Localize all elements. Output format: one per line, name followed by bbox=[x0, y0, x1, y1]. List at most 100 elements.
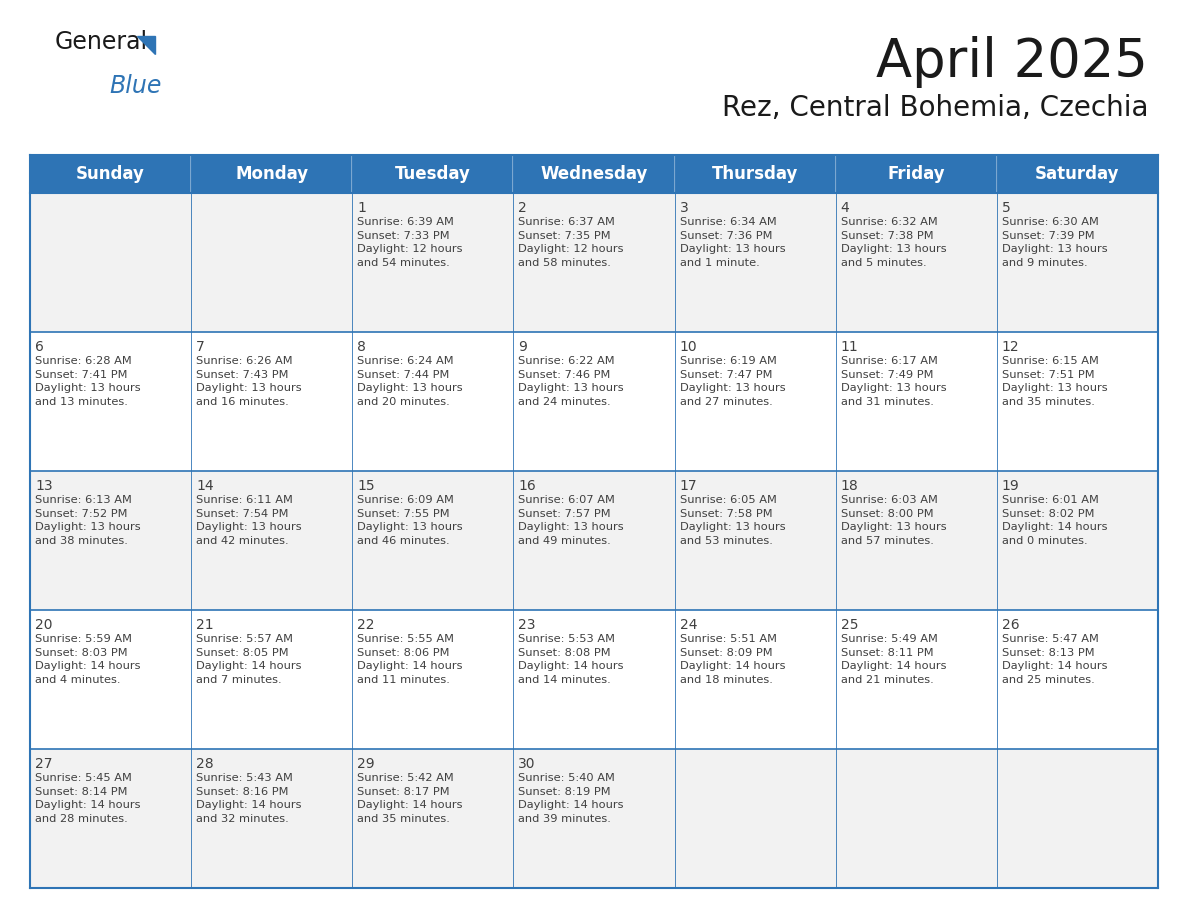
Text: 23: 23 bbox=[518, 618, 536, 632]
Bar bbox=[835, 193, 997, 332]
Text: 8: 8 bbox=[358, 340, 366, 354]
Text: 1: 1 bbox=[358, 201, 366, 215]
Text: Sunrise: 6:03 AM
Sunset: 8:00 PM
Daylight: 13 hours
and 57 minutes.: Sunrise: 6:03 AM Sunset: 8:00 PM Dayligh… bbox=[841, 495, 947, 546]
Text: Sunrise: 6:32 AM
Sunset: 7:38 PM
Daylight: 13 hours
and 5 minutes.: Sunrise: 6:32 AM Sunset: 7:38 PM Dayligh… bbox=[841, 217, 947, 268]
Text: 3: 3 bbox=[680, 201, 688, 215]
Text: Monday: Monday bbox=[235, 165, 308, 183]
Text: 19: 19 bbox=[1001, 479, 1019, 493]
Text: Sunrise: 6:07 AM
Sunset: 7:57 PM
Daylight: 13 hours
and 49 minutes.: Sunrise: 6:07 AM Sunset: 7:57 PM Dayligh… bbox=[518, 495, 624, 546]
Bar bbox=[675, 193, 835, 332]
Text: Sunrise: 6:15 AM
Sunset: 7:51 PM
Daylight: 13 hours
and 35 minutes.: Sunrise: 6:15 AM Sunset: 7:51 PM Dayligh… bbox=[1001, 356, 1107, 407]
Bar bbox=[513, 332, 675, 471]
Text: Sunrise: 5:47 AM
Sunset: 8:13 PM
Daylight: 14 hours
and 25 minutes.: Sunrise: 5:47 AM Sunset: 8:13 PM Dayligh… bbox=[1001, 634, 1107, 685]
Text: Sunrise: 5:42 AM
Sunset: 8:17 PM
Daylight: 14 hours
and 35 minutes.: Sunrise: 5:42 AM Sunset: 8:17 PM Dayligh… bbox=[358, 773, 463, 823]
Text: 13: 13 bbox=[34, 479, 52, 493]
Bar bbox=[997, 155, 1158, 193]
Text: Sunrise: 5:43 AM
Sunset: 8:16 PM
Daylight: 14 hours
and 32 minutes.: Sunrise: 5:43 AM Sunset: 8:16 PM Dayligh… bbox=[196, 773, 302, 823]
Polygon shape bbox=[137, 36, 154, 54]
Text: Sunrise: 5:53 AM
Sunset: 8:08 PM
Daylight: 14 hours
and 14 minutes.: Sunrise: 5:53 AM Sunset: 8:08 PM Dayligh… bbox=[518, 634, 624, 685]
Bar bbox=[353, 193, 513, 332]
Text: Sunrise: 5:40 AM
Sunset: 8:19 PM
Daylight: 14 hours
and 39 minutes.: Sunrise: 5:40 AM Sunset: 8:19 PM Dayligh… bbox=[518, 773, 624, 823]
Bar bbox=[513, 749, 675, 888]
Bar bbox=[513, 193, 675, 332]
Text: Sunrise: 5:45 AM
Sunset: 8:14 PM
Daylight: 14 hours
and 28 minutes.: Sunrise: 5:45 AM Sunset: 8:14 PM Dayligh… bbox=[34, 773, 140, 823]
Text: 29: 29 bbox=[358, 757, 375, 771]
Bar bbox=[835, 155, 997, 193]
Text: Sunrise: 6:01 AM
Sunset: 8:02 PM
Daylight: 14 hours
and 0 minutes.: Sunrise: 6:01 AM Sunset: 8:02 PM Dayligh… bbox=[1001, 495, 1107, 546]
Text: 4: 4 bbox=[841, 201, 849, 215]
Text: 25: 25 bbox=[841, 618, 858, 632]
Text: 22: 22 bbox=[358, 618, 374, 632]
Text: Sunrise: 6:05 AM
Sunset: 7:58 PM
Daylight: 13 hours
and 53 minutes.: Sunrise: 6:05 AM Sunset: 7:58 PM Dayligh… bbox=[680, 495, 785, 546]
Text: 28: 28 bbox=[196, 757, 214, 771]
Text: Sunrise: 5:49 AM
Sunset: 8:11 PM
Daylight: 14 hours
and 21 minutes.: Sunrise: 5:49 AM Sunset: 8:11 PM Dayligh… bbox=[841, 634, 946, 685]
Bar bbox=[191, 155, 353, 193]
Bar bbox=[30, 155, 191, 193]
Text: Blue: Blue bbox=[109, 74, 162, 98]
Text: 26: 26 bbox=[1001, 618, 1019, 632]
Bar bbox=[835, 610, 997, 749]
Text: Sunrise: 6:34 AM
Sunset: 7:36 PM
Daylight: 13 hours
and 1 minute.: Sunrise: 6:34 AM Sunset: 7:36 PM Dayligh… bbox=[680, 217, 785, 268]
Bar bbox=[835, 749, 997, 888]
Text: Sunrise: 5:51 AM
Sunset: 8:09 PM
Daylight: 14 hours
and 18 minutes.: Sunrise: 5:51 AM Sunset: 8:09 PM Dayligh… bbox=[680, 634, 785, 685]
Text: 5: 5 bbox=[1001, 201, 1011, 215]
Bar bbox=[997, 332, 1158, 471]
Bar bbox=[835, 332, 997, 471]
Text: 30: 30 bbox=[518, 757, 536, 771]
Text: Thursday: Thursday bbox=[712, 165, 798, 183]
Text: Friday: Friday bbox=[887, 165, 946, 183]
Bar bbox=[997, 193, 1158, 332]
Bar bbox=[675, 155, 835, 193]
Text: Sunday: Sunday bbox=[76, 165, 145, 183]
Bar bbox=[353, 610, 513, 749]
Bar bbox=[30, 610, 191, 749]
Text: 21: 21 bbox=[196, 618, 214, 632]
Text: Sunrise: 6:22 AM
Sunset: 7:46 PM
Daylight: 13 hours
and 24 minutes.: Sunrise: 6:22 AM Sunset: 7:46 PM Dayligh… bbox=[518, 356, 624, 407]
Text: Sunrise: 6:28 AM
Sunset: 7:41 PM
Daylight: 13 hours
and 13 minutes.: Sunrise: 6:28 AM Sunset: 7:41 PM Dayligh… bbox=[34, 356, 140, 407]
Bar bbox=[513, 610, 675, 749]
Bar bbox=[353, 749, 513, 888]
Text: Sunrise: 5:55 AM
Sunset: 8:06 PM
Daylight: 14 hours
and 11 minutes.: Sunrise: 5:55 AM Sunset: 8:06 PM Dayligh… bbox=[358, 634, 463, 685]
Bar bbox=[353, 155, 513, 193]
Text: Sunrise: 6:17 AM
Sunset: 7:49 PM
Daylight: 13 hours
and 31 minutes.: Sunrise: 6:17 AM Sunset: 7:49 PM Dayligh… bbox=[841, 356, 947, 407]
Text: 12: 12 bbox=[1001, 340, 1019, 354]
Bar bbox=[353, 471, 513, 610]
Text: Sunrise: 6:11 AM
Sunset: 7:54 PM
Daylight: 13 hours
and 42 minutes.: Sunrise: 6:11 AM Sunset: 7:54 PM Dayligh… bbox=[196, 495, 302, 546]
Bar bbox=[30, 471, 191, 610]
Bar bbox=[513, 471, 675, 610]
Text: 11: 11 bbox=[841, 340, 859, 354]
Bar bbox=[191, 471, 353, 610]
Text: 15: 15 bbox=[358, 479, 375, 493]
Bar bbox=[353, 332, 513, 471]
Text: 10: 10 bbox=[680, 340, 697, 354]
Text: Sunrise: 5:59 AM
Sunset: 8:03 PM
Daylight: 14 hours
and 4 minutes.: Sunrise: 5:59 AM Sunset: 8:03 PM Dayligh… bbox=[34, 634, 140, 685]
Bar bbox=[835, 471, 997, 610]
Bar bbox=[30, 749, 191, 888]
Bar bbox=[30, 332, 191, 471]
Bar bbox=[30, 193, 191, 332]
Bar bbox=[675, 332, 835, 471]
Text: General: General bbox=[55, 30, 148, 54]
Text: 24: 24 bbox=[680, 618, 697, 632]
Text: Sunrise: 6:39 AM
Sunset: 7:33 PM
Daylight: 12 hours
and 54 minutes.: Sunrise: 6:39 AM Sunset: 7:33 PM Dayligh… bbox=[358, 217, 463, 268]
Text: 16: 16 bbox=[518, 479, 536, 493]
Bar bbox=[513, 155, 675, 193]
Text: Sunrise: 6:24 AM
Sunset: 7:44 PM
Daylight: 13 hours
and 20 minutes.: Sunrise: 6:24 AM Sunset: 7:44 PM Dayligh… bbox=[358, 356, 463, 407]
Text: Sunrise: 6:19 AM
Sunset: 7:47 PM
Daylight: 13 hours
and 27 minutes.: Sunrise: 6:19 AM Sunset: 7:47 PM Dayligh… bbox=[680, 356, 785, 407]
Text: 20: 20 bbox=[34, 618, 52, 632]
Bar bbox=[675, 610, 835, 749]
Bar bbox=[675, 471, 835, 610]
Text: Sunrise: 6:30 AM
Sunset: 7:39 PM
Daylight: 13 hours
and 9 minutes.: Sunrise: 6:30 AM Sunset: 7:39 PM Dayligh… bbox=[1001, 217, 1107, 268]
Text: Sunrise: 6:26 AM
Sunset: 7:43 PM
Daylight: 13 hours
and 16 minutes.: Sunrise: 6:26 AM Sunset: 7:43 PM Dayligh… bbox=[196, 356, 302, 407]
Text: Sunrise: 5:57 AM
Sunset: 8:05 PM
Daylight: 14 hours
and 7 minutes.: Sunrise: 5:57 AM Sunset: 8:05 PM Dayligh… bbox=[196, 634, 302, 685]
Text: April 2025: April 2025 bbox=[876, 36, 1148, 88]
Bar bbox=[191, 610, 353, 749]
Text: 6: 6 bbox=[34, 340, 44, 354]
Text: Sunrise: 6:13 AM
Sunset: 7:52 PM
Daylight: 13 hours
and 38 minutes.: Sunrise: 6:13 AM Sunset: 7:52 PM Dayligh… bbox=[34, 495, 140, 546]
Text: 9: 9 bbox=[518, 340, 527, 354]
Text: Sunrise: 6:37 AM
Sunset: 7:35 PM
Daylight: 12 hours
and 58 minutes.: Sunrise: 6:37 AM Sunset: 7:35 PM Dayligh… bbox=[518, 217, 624, 268]
Bar bbox=[191, 193, 353, 332]
Bar bbox=[191, 749, 353, 888]
Text: Sunrise: 6:09 AM
Sunset: 7:55 PM
Daylight: 13 hours
and 46 minutes.: Sunrise: 6:09 AM Sunset: 7:55 PM Dayligh… bbox=[358, 495, 463, 546]
Text: Saturday: Saturday bbox=[1035, 165, 1119, 183]
